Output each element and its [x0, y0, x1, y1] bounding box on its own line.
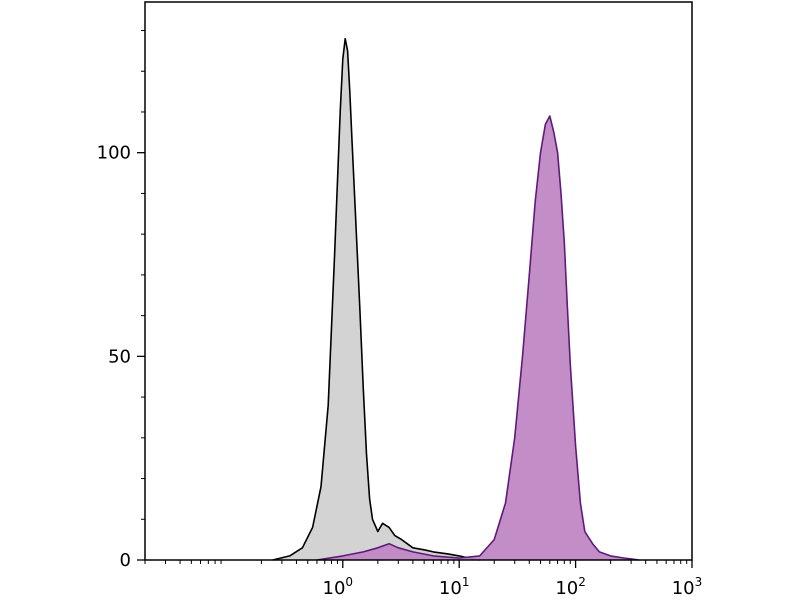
plot-frame — [144, 1, 693, 561]
series-0-line — [272, 37, 480, 561]
series-0-area — [272, 38, 480, 560]
x-tick-label: 100 — [323, 575, 354, 599]
series-1-area — [316, 116, 639, 560]
y-tick-label: 50 — [108, 346, 131, 367]
x-tick-label: 102 — [555, 575, 586, 599]
y-tick-label: 100 — [97, 143, 131, 164]
x-tick-label: 101 — [439, 575, 470, 599]
plot-area — [272, 37, 640, 561]
x-tick-label: 103 — [672, 575, 703, 599]
axes: 100 101 102 103 0 50 100 — [97, 30, 703, 599]
series-1-line — [316, 115, 640, 561]
y-tick-label: 0 — [120, 550, 131, 571]
